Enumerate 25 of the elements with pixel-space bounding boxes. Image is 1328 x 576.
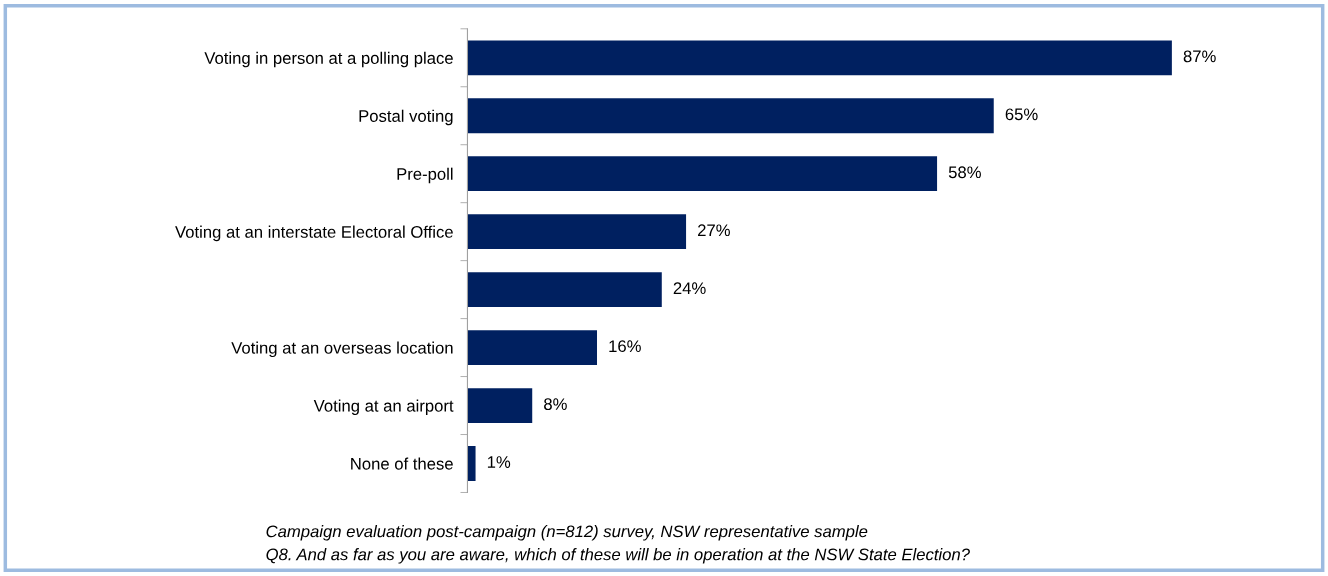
y-tick-label: None of these <box>351 457 453 470</box>
bar <box>467 330 597 365</box>
bar <box>467 40 1172 76</box>
data-label: 16% <box>609 340 641 353</box>
data-label: 87% <box>1183 50 1216 63</box>
bar <box>467 156 938 192</box>
text: Q8. And as far as you are aware, which of these will be in operation at the NSW State Election? <box>266 548 970 564</box>
data-label: 8% <box>544 398 567 411</box>
data-label: 1% <box>487 456 511 468</box>
y-tick-label: Voting at an interstate Electoral Office <box>175 225 453 242</box>
bar <box>467 98 994 134</box>
y-tick-label: Postal voting <box>359 109 453 126</box>
y-tick-label: Voting in person at a polling place <box>204 51 453 68</box>
data-label: 27% <box>698 224 730 237</box>
data-label: 58% <box>948 166 981 179</box>
bar <box>467 214 687 250</box>
text: Campaign evaluation post-campaign (n=812) survey, NSW representative sample <box>266 525 868 541</box>
bar <box>467 446 476 481</box>
y-tick-label: Pre-poll <box>397 167 453 184</box>
data-label: 65% <box>1005 108 1038 121</box>
bar <box>467 388 533 423</box>
bar <box>467 272 662 308</box>
y-tick-label: Voting at an airport <box>313 399 454 416</box>
y-tick-label: Voting at an overseas location <box>231 341 453 358</box>
data-label: 24% <box>673 282 706 295</box>
